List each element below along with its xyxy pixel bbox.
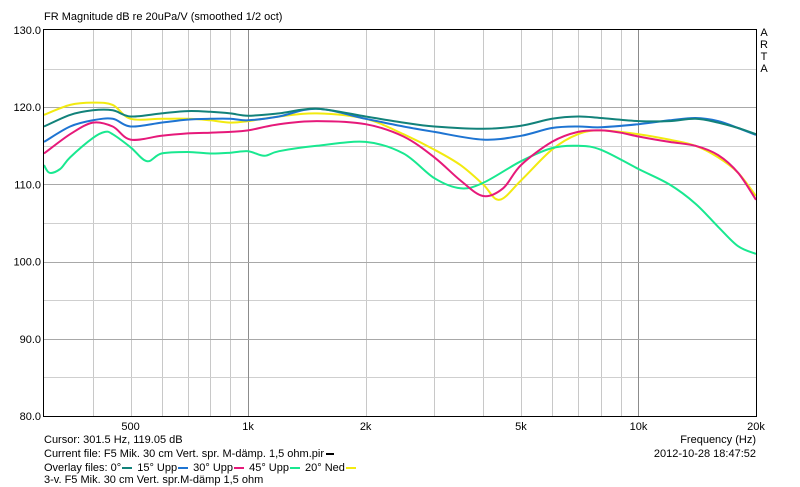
legend-item-3: 45° Upp <box>249 462 302 474</box>
x-axis-ticks: 500 1k 2k 5k 10k 20k <box>121 421 765 433</box>
minor-grid <box>44 30 756 416</box>
legend-item-1: 15° Upp <box>137 462 190 474</box>
series-layer <box>43 101 757 255</box>
x-tick-label: 1k <box>242 421 254 433</box>
y-tick-label: 90.0 <box>20 334 41 346</box>
overlay-legend: Overlay files: 0° 15° Upp 30° Upp 45° Up… <box>44 462 358 474</box>
legend-item-4: 20° Ned <box>305 462 358 474</box>
x-tick-label: 20k <box>747 421 765 433</box>
measurement-note: 3-v. F5 Mik. 30 cm Vert. spr.M-dämp 1,5 … <box>44 474 264 486</box>
series-line-0 <box>43 107 757 136</box>
legend-swatch <box>234 467 245 470</box>
legend-swatch <box>345 467 356 470</box>
legend-name: 45° Upp <box>249 462 289 474</box>
y-tick-label: 130.0 <box>13 25 41 37</box>
y-tick-label: 100.0 <box>13 257 41 269</box>
y-tick-label: 110.0 <box>14 179 41 191</box>
major-grid <box>44 30 756 416</box>
legend-name: 15° Upp <box>137 462 178 474</box>
x-axis-label: Frequency (Hz) <box>680 434 756 446</box>
cursor-readout: Cursor: 301.5 Hz, 119.05 dB <box>44 434 183 446</box>
legend-item-0: 0° <box>111 462 135 474</box>
legend-item-2: 30° Upp <box>193 462 246 474</box>
legend-name: 0° <box>110 462 122 474</box>
plot-frame <box>43 29 757 417</box>
series-line-2 <box>43 120 757 201</box>
date-time: 2012-10-28 18:47:52 <box>653 448 756 460</box>
series-line-3 <box>43 130 757 255</box>
y-tick-label: 80.0 <box>20 411 41 423</box>
arta-letter: R <box>760 39 768 51</box>
overlay-label: Overlay files: <box>44 462 108 474</box>
y-axis-ticks: 80.0 90.0 100.0 110.0 120.0 130.0 <box>13 25 41 423</box>
current-file-swatch <box>325 453 334 456</box>
legend-swatch <box>289 467 300 470</box>
x-tick-label: 5k <box>515 421 527 433</box>
current-file: Current file: F5 Mik. 30 cm Vert. spr. M… <box>44 448 334 460</box>
arta-letter: T <box>760 51 768 63</box>
legend-name: 20° Ned <box>305 462 345 474</box>
legend-name: 30° Upp <box>193 462 234 474</box>
chart-title: FR Magnitude dB re 20uPa/V (smoothed 1/2… <box>44 11 283 23</box>
x-tick-label: 500 <box>121 421 139 433</box>
x-tick-label: 2k <box>360 421 372 433</box>
arta-letter: A <box>760 27 768 39</box>
legend-swatch <box>178 467 189 470</box>
arta-watermark: A R T A <box>758 27 770 75</box>
legend-swatch <box>122 467 133 470</box>
y-tick-label: 120.0 <box>13 102 41 114</box>
x-tick-label: 10k <box>630 421 648 433</box>
series-line-4 <box>43 101 757 201</box>
current-file-text: Current file: F5 Mik. 30 cm Vert. spr. M… <box>44 448 324 460</box>
arta-letter: A <box>760 63 768 75</box>
